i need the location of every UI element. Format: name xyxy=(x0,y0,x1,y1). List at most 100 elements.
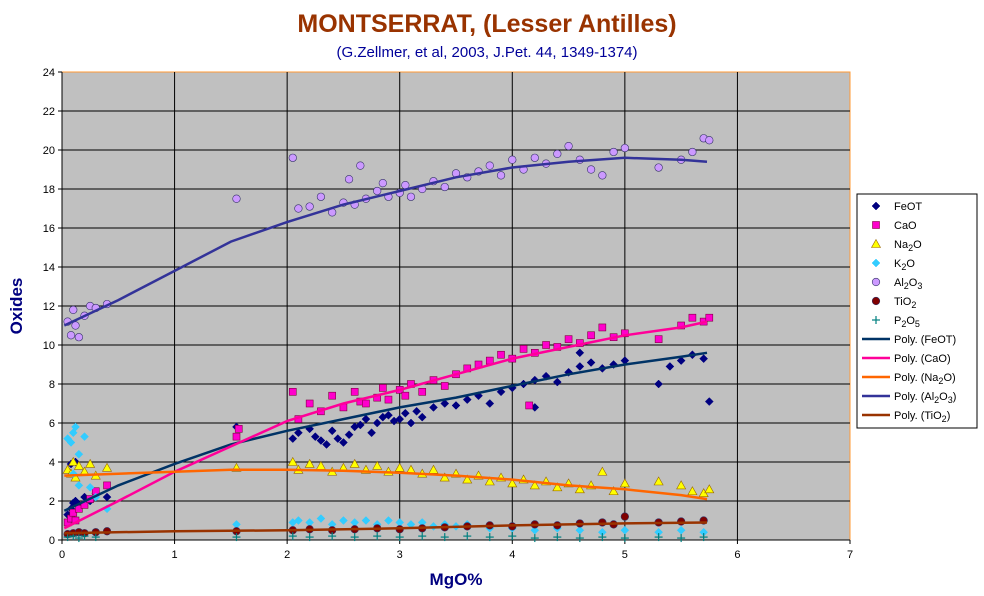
point-na2o xyxy=(73,460,84,470)
legend-label-part: 2 xyxy=(938,376,943,386)
x-tick-label: 7 xyxy=(847,549,853,561)
trendline-poly-al2o3 xyxy=(63,156,708,327)
legend-marker-na2o xyxy=(870,238,882,248)
y-tick-label: 14 xyxy=(43,262,55,274)
point-tio2 xyxy=(620,512,629,521)
legend-label-part: 5 xyxy=(915,319,920,329)
legend-label-poly-al2o3: Poly. (Al2O3) xyxy=(894,391,956,405)
point-feot xyxy=(310,432,320,442)
legend-label-part: 2 xyxy=(934,395,939,405)
point-al2o3 xyxy=(288,153,297,162)
point-cao xyxy=(69,508,78,517)
point-na2o xyxy=(653,476,664,486)
point-na2o xyxy=(552,482,563,492)
point-feot xyxy=(406,418,416,428)
point-p2o5 xyxy=(620,534,629,543)
point-cao xyxy=(234,425,243,433)
point-p2o5 xyxy=(553,533,562,542)
point-p2o5 xyxy=(74,534,83,543)
point-na2o xyxy=(349,458,360,468)
legend-label-part: 2 xyxy=(942,414,947,424)
y-tick-label: 24 xyxy=(43,67,55,79)
point-feot xyxy=(462,395,472,404)
point-na2o xyxy=(484,476,495,486)
point-na2o xyxy=(85,458,96,468)
legend-label-part: 3 xyxy=(917,281,922,291)
point-cao xyxy=(525,401,533,410)
point-cao xyxy=(401,391,410,400)
y-tick-label: 10 xyxy=(43,340,55,352)
point-al2o3 xyxy=(305,202,314,211)
legend-marker-al2o3 xyxy=(871,277,881,287)
point-k2o xyxy=(361,516,371,525)
x-axis-title: MgO% xyxy=(430,570,483,589)
legend-label-part: Poly. (Na xyxy=(894,372,939,384)
legend-label-tio2: TiO2 xyxy=(894,296,916,310)
legend-box xyxy=(856,193,978,429)
point-tio2 xyxy=(598,518,607,527)
y-tick-label: 12 xyxy=(43,301,55,313)
point-p2o5 xyxy=(328,532,337,541)
point-feot xyxy=(575,348,585,358)
legend-label-part: 2 xyxy=(901,319,906,329)
legend-label-poly-feot: Poly. (FeOT) xyxy=(894,334,956,346)
point-cao xyxy=(350,387,359,396)
legend-label-poly-tio2: Poly. (TiO2) xyxy=(894,410,950,424)
legend-marker-k2o xyxy=(871,258,881,268)
point-cao xyxy=(688,313,697,322)
legend-label-part: Poly. (FeOT) xyxy=(894,334,956,346)
x-tick-label: 5 xyxy=(622,549,628,561)
legend-marker-feot xyxy=(871,201,881,211)
legend-label-poly-na2o: Poly. (Na2O) xyxy=(894,372,956,386)
point-p2o5 xyxy=(485,533,494,542)
point-p2o5 xyxy=(288,532,297,541)
y-tick-label: 16 xyxy=(43,223,55,235)
point-cao xyxy=(362,399,370,408)
y-tick-label: 22 xyxy=(43,106,55,118)
legend-label-part: Poly. (CaO) xyxy=(894,353,951,365)
trendline-poly-tio2 xyxy=(64,521,708,535)
point-p2o5 xyxy=(598,533,607,542)
point-al2o3 xyxy=(586,165,596,174)
point-al2o3 xyxy=(232,194,241,203)
point-cao xyxy=(542,341,550,349)
legend-label-part: FeOT xyxy=(894,201,922,213)
point-k2o xyxy=(74,481,84,490)
point-feot xyxy=(288,434,298,443)
legend-label-part: Al xyxy=(894,277,904,289)
point-p2o5 xyxy=(232,533,241,542)
y-tick-label: 20 xyxy=(43,145,55,157)
point-k2o xyxy=(71,422,80,432)
point-na2o xyxy=(304,458,315,468)
point-cao xyxy=(328,391,336,400)
point-p2o5 xyxy=(418,532,427,541)
y-tick-label: 0 xyxy=(49,535,55,547)
legend-marker-tio2 xyxy=(871,296,881,306)
point-feot xyxy=(316,436,326,445)
point-p2o5 xyxy=(395,533,404,542)
point-al2o3 xyxy=(406,192,416,201)
point-k2o xyxy=(85,482,95,492)
point-cao xyxy=(621,329,629,338)
point-p2o5 xyxy=(654,533,663,542)
point-cao xyxy=(705,313,714,322)
legend-label-k2o: K2O xyxy=(894,258,915,272)
legend-label-na2o: Na2O xyxy=(894,239,922,253)
point-al2o3 xyxy=(564,142,573,151)
point-p2o5 xyxy=(350,533,359,542)
x-tick-label: 6 xyxy=(734,549,740,561)
data-marks xyxy=(62,134,715,543)
chart-title: MONTSERRAT, (Lesser Antilles) xyxy=(297,10,676,38)
point-na2o xyxy=(608,486,619,496)
point-na2o xyxy=(507,478,518,488)
point-feot xyxy=(676,356,686,365)
point-al2o3 xyxy=(294,204,303,213)
point-p2o5 xyxy=(63,533,72,542)
point-feot xyxy=(400,408,410,418)
point-al2o3 xyxy=(485,161,494,170)
point-al2o3 xyxy=(316,192,326,201)
point-feot xyxy=(451,401,461,410)
point-p2o5 xyxy=(677,534,686,543)
legend-label-part: 2 xyxy=(911,300,916,310)
